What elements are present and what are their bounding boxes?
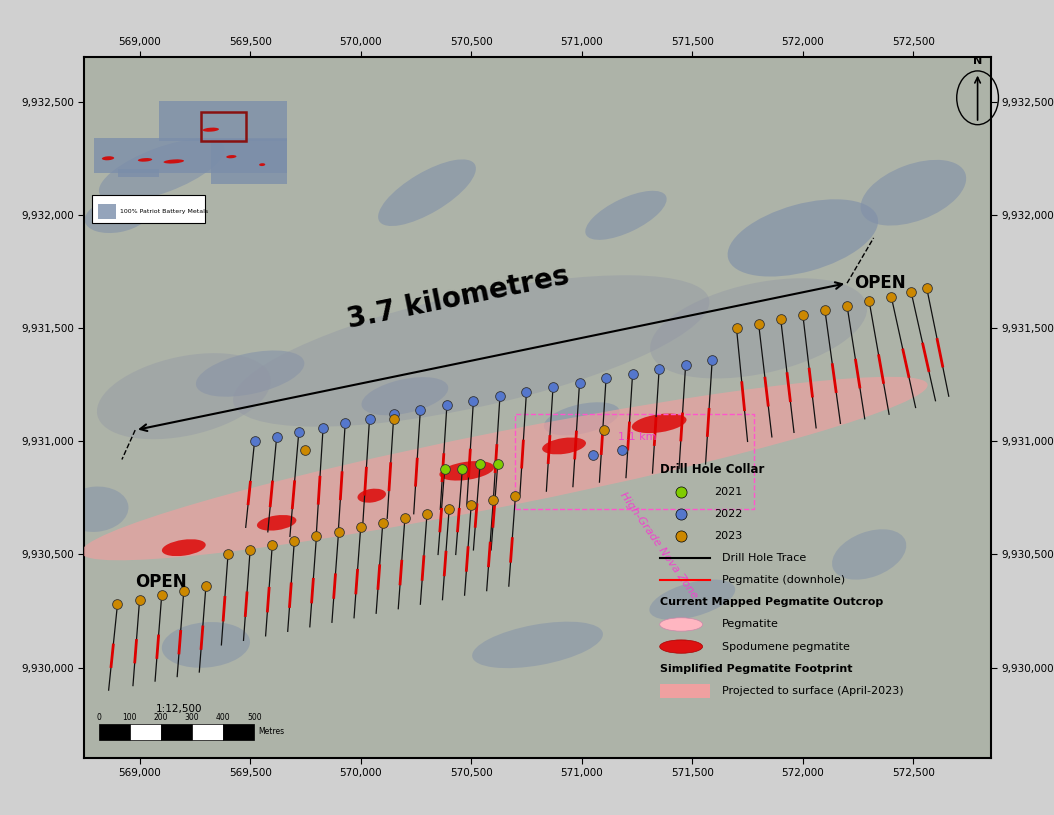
Text: 500: 500 xyxy=(247,713,261,722)
Text: 3.7 kilometres: 3.7 kilometres xyxy=(345,262,571,334)
Ellipse shape xyxy=(472,622,603,668)
Text: Pegmatite: Pegmatite xyxy=(722,619,779,629)
Ellipse shape xyxy=(99,139,225,201)
Ellipse shape xyxy=(162,622,250,667)
Text: 200: 200 xyxy=(154,713,169,722)
Bar xyxy=(99,725,130,740)
Text: Metres: Metres xyxy=(258,728,285,737)
Ellipse shape xyxy=(162,540,206,556)
Ellipse shape xyxy=(362,377,448,416)
Text: High-Grade Nova Zone: High-Grade Nova Zone xyxy=(619,491,700,601)
Bar xyxy=(94,138,287,173)
Text: Drill Hole Trace: Drill Hole Trace xyxy=(722,553,806,563)
Text: 0: 0 xyxy=(96,713,101,722)
Ellipse shape xyxy=(202,128,219,132)
Bar xyxy=(200,112,246,141)
Text: 1.1 km: 1.1 km xyxy=(618,432,657,442)
Text: Drill Hole Collar: Drill Hole Collar xyxy=(660,463,764,476)
Ellipse shape xyxy=(649,579,736,620)
Ellipse shape xyxy=(542,438,586,455)
Text: Spodumene pegmatite: Spodumene pegmatite xyxy=(722,641,850,651)
Ellipse shape xyxy=(631,413,686,433)
Bar xyxy=(159,101,287,141)
Text: 100: 100 xyxy=(122,713,137,722)
Text: OPEN: OPEN xyxy=(855,274,906,292)
Ellipse shape xyxy=(163,160,184,164)
Ellipse shape xyxy=(544,403,620,435)
Bar xyxy=(223,725,254,740)
Ellipse shape xyxy=(585,191,667,240)
Text: OPEN: OPEN xyxy=(135,573,187,591)
Ellipse shape xyxy=(84,197,151,233)
Text: 2023: 2023 xyxy=(715,531,743,541)
Ellipse shape xyxy=(440,461,494,481)
Ellipse shape xyxy=(227,155,236,158)
Text: Simplified Pegmatite Footprint: Simplified Pegmatite Footprint xyxy=(660,663,853,674)
Ellipse shape xyxy=(832,529,906,579)
Ellipse shape xyxy=(102,156,114,161)
Ellipse shape xyxy=(660,618,703,631)
Ellipse shape xyxy=(650,278,867,378)
Ellipse shape xyxy=(257,515,296,531)
Bar xyxy=(130,725,161,740)
Text: Projected to surface (April-2023): Projected to surface (April-2023) xyxy=(722,686,903,696)
Text: 1:12,500: 1:12,500 xyxy=(156,704,202,714)
Bar xyxy=(660,684,710,698)
Ellipse shape xyxy=(62,487,129,532)
Ellipse shape xyxy=(233,275,709,427)
Ellipse shape xyxy=(378,160,476,226)
Ellipse shape xyxy=(196,350,305,397)
Ellipse shape xyxy=(860,160,967,226)
Bar xyxy=(98,205,116,218)
Ellipse shape xyxy=(727,200,878,276)
Text: 2022: 2022 xyxy=(715,509,743,519)
Bar xyxy=(211,139,287,183)
Text: 300: 300 xyxy=(184,713,199,722)
Bar xyxy=(118,170,159,178)
Ellipse shape xyxy=(81,377,928,560)
Bar xyxy=(192,725,223,740)
Text: Current Mapped Pegmatite Outcrop: Current Mapped Pegmatite Outcrop xyxy=(660,597,883,607)
Ellipse shape xyxy=(259,163,266,166)
Bar xyxy=(161,725,192,740)
Ellipse shape xyxy=(660,640,703,654)
Text: 2021: 2021 xyxy=(715,487,743,496)
Ellipse shape xyxy=(138,158,152,161)
Text: 100% Patriot Battery Metals: 100% Patriot Battery Metals xyxy=(120,209,209,214)
Bar xyxy=(92,195,204,223)
Ellipse shape xyxy=(357,489,386,503)
Text: N: N xyxy=(973,55,982,66)
Ellipse shape xyxy=(97,353,271,439)
Text: Pegmatite (downhole): Pegmatite (downhole) xyxy=(722,575,845,585)
Text: 400: 400 xyxy=(216,713,231,722)
